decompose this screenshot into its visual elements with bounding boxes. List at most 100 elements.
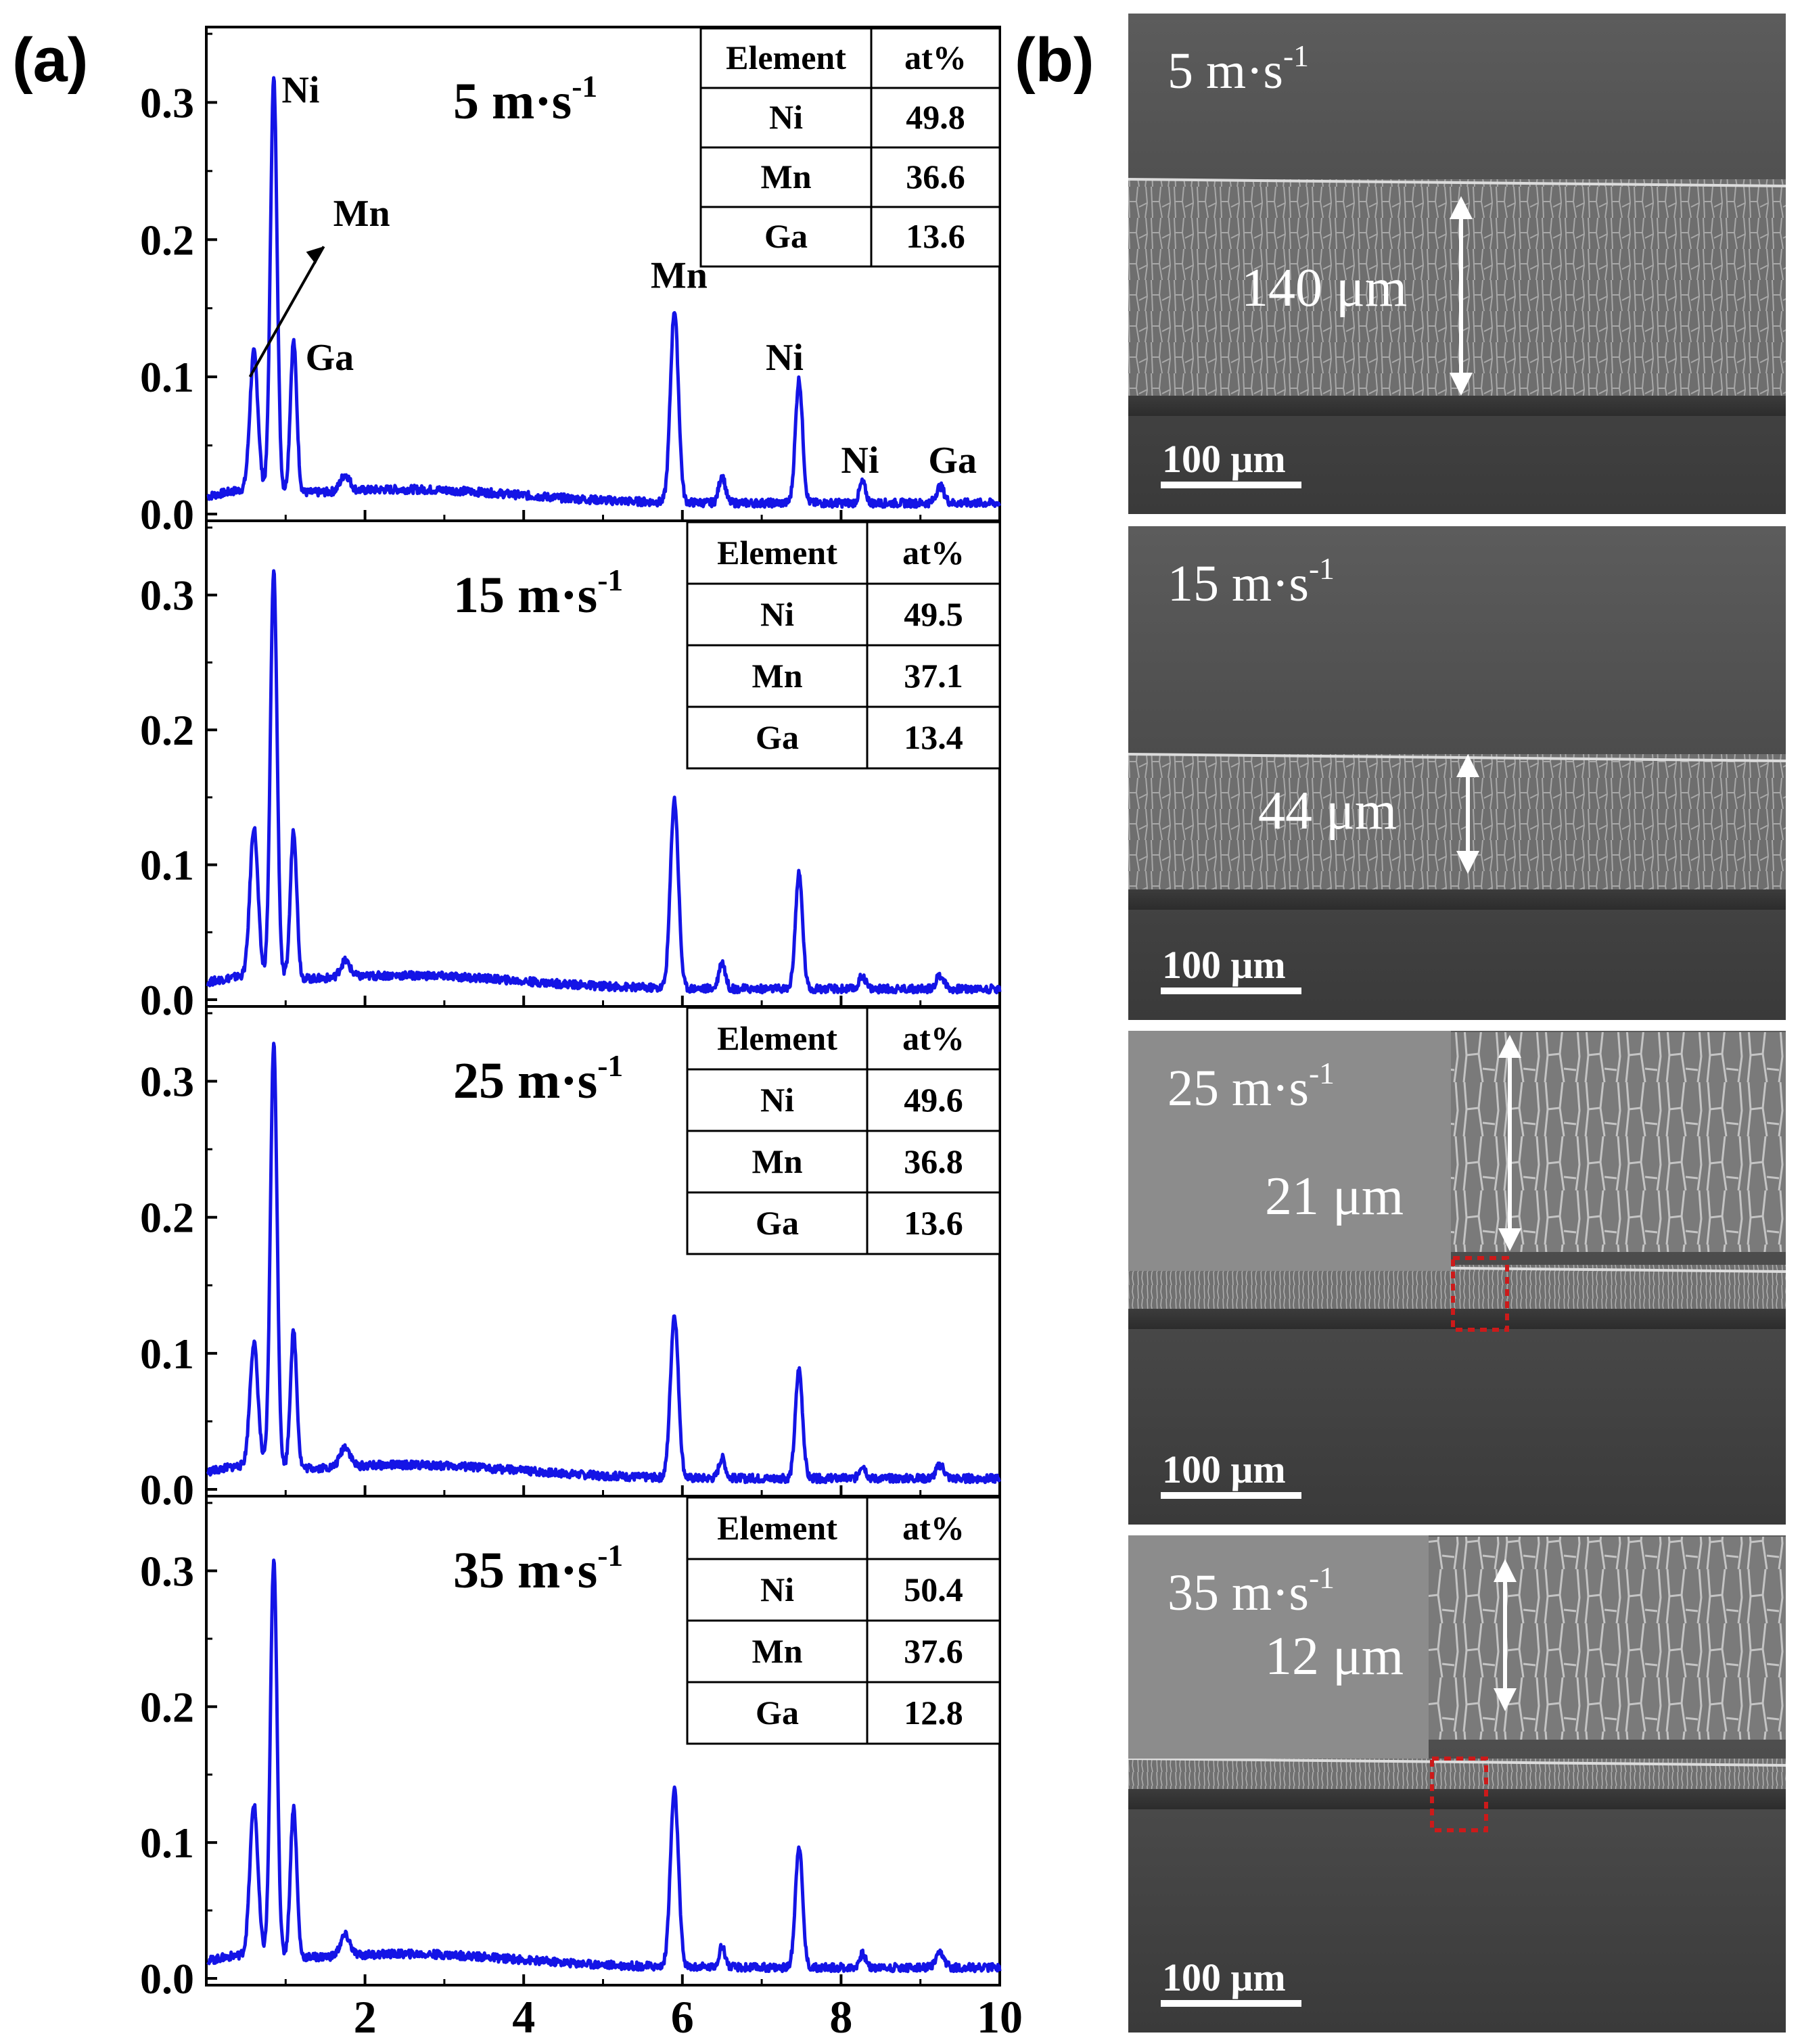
y-tick-label: 0.3 xyxy=(140,572,194,620)
table-cell: Ni xyxy=(760,1571,794,1608)
panel-b-label: (b) xyxy=(1015,26,1094,95)
scale-bar-label: 100 μm xyxy=(1162,1955,1286,1999)
thickness-arrow-head xyxy=(1450,196,1473,219)
thickness-label: 21 μm xyxy=(1265,1167,1404,1226)
y-tick-label: 0.3 xyxy=(140,1547,194,1595)
sem-speed-label: 15 m·s-1 xyxy=(1168,551,1335,612)
table-cell: Mn xyxy=(752,1632,803,1670)
table-cell: Ga xyxy=(764,217,808,255)
table-cell: 13.6 xyxy=(906,217,965,255)
peak-label: Ni xyxy=(766,337,804,379)
composition-table: Element at% Ni 50.4 Mn 37.6 Ga 12.8 xyxy=(686,1496,1001,1745)
spectrum-line xyxy=(206,569,1002,995)
table-cell: Mn xyxy=(752,657,803,695)
table-cell: 49.5 xyxy=(904,595,963,633)
ribbon-top-edge xyxy=(1128,178,1786,187)
x-tick-label: 8 xyxy=(829,1991,852,2043)
panel-a-label: (a) xyxy=(12,26,88,95)
ribbon-shadow xyxy=(1128,889,1786,910)
inset-location-box xyxy=(1430,1757,1488,1832)
table-cell: 13.4 xyxy=(904,718,963,756)
table-cell: Ga xyxy=(756,718,799,756)
y-tick-label: 0.0 xyxy=(140,976,194,1024)
y-tick-label: 0.3 xyxy=(140,78,194,126)
sem-speed-label: 35 m·s-1 xyxy=(1168,1560,1335,1621)
y-tick-label: 0.1 xyxy=(140,353,194,401)
ribbon-cross-section xyxy=(1128,754,1786,889)
magnified-inset xyxy=(1429,1537,1786,1740)
ribbon-shadow xyxy=(1128,1789,1786,1809)
sem-image-panel: 25 m·s-1 21 μm 100 μm xyxy=(1128,1031,1786,1525)
table-header-cell: Element xyxy=(726,39,846,76)
peak-label: Ga xyxy=(928,440,977,482)
spectrum-line xyxy=(206,76,1002,509)
thickness-arrow-head xyxy=(1494,1559,1517,1582)
table-header-cell: Element xyxy=(717,1509,837,1547)
thickness-label: 12 μm xyxy=(1265,1627,1404,1686)
table-cell: 50.4 xyxy=(904,1571,963,1608)
y-tick-label: 0.2 xyxy=(140,1683,194,1731)
peak-label: Ni xyxy=(841,440,879,482)
thickness-arrow-head xyxy=(1450,373,1473,396)
x-tick-label: 2 xyxy=(354,1991,377,2043)
scale-bar-label: 100 μm xyxy=(1162,1447,1286,1491)
magnified-inset xyxy=(1451,1032,1786,1252)
composition-table: Element at% Ni 49.8 Mn 36.6 Ga 13.6 xyxy=(699,27,1001,268)
y-tick-label: 0.1 xyxy=(140,841,194,889)
sem-speed-label: 25 m·s-1 xyxy=(1168,1056,1335,1117)
scale-bar xyxy=(1161,2000,1301,2007)
table-cell: Mn xyxy=(752,1142,803,1180)
inset-backdrop xyxy=(1128,1535,1429,1759)
table-header-cell: at% xyxy=(902,1509,965,1547)
y-tick-label: 0.1 xyxy=(140,1330,194,1378)
thickness-arrow-head xyxy=(1498,1228,1521,1251)
mn-arrow xyxy=(248,246,325,378)
y-tick-label: 0.2 xyxy=(140,706,194,754)
spectrum-panel: 0.0 0.1 0.2 0.3 15 m·s-1 Element at% Ni 49.5 Mn 37… xyxy=(140,519,1002,1024)
mn-arrow-head xyxy=(306,246,324,264)
y-tick-label: 0.0 xyxy=(140,1466,194,1514)
y-tick-label: 0.2 xyxy=(140,1194,194,1242)
x-tick-label: 6 xyxy=(671,1991,694,2043)
scale-bar xyxy=(1161,482,1301,488)
spectrum-panel: 0.0 0.1 0.2 0.3 25 m·s-1 Element at% Ni 49.6 Mn 36… xyxy=(140,1005,1002,1514)
speed-label: 15 m·s-1 xyxy=(453,563,623,624)
scale-bar xyxy=(1161,1492,1301,1499)
composition-table: Element at% Ni 49.5 Mn 37.1 Ga 13.4 xyxy=(686,521,1001,770)
sem-image-panel: 35 m·s-1 12 μm 100 μm xyxy=(1128,1535,1786,2033)
table-header-cell: at% xyxy=(902,534,965,572)
table-cell: 36.6 xyxy=(906,158,965,195)
table-cell: 13.6 xyxy=(904,1204,963,1242)
thickness-arrow-head xyxy=(1498,1035,1521,1058)
y-tick-label: 0.2 xyxy=(140,216,194,264)
table-cell: 49.8 xyxy=(906,98,965,136)
table-cell: Ga xyxy=(756,1204,799,1242)
peak-label: Mn xyxy=(651,254,708,296)
inset-location-box xyxy=(1451,1256,1509,1332)
x-tick-label: 4 xyxy=(512,1991,535,2043)
thickness-label: 44 μm xyxy=(1258,781,1397,841)
y-tick-label: 0.0 xyxy=(140,1955,194,2003)
peak-label: Ni xyxy=(281,69,319,111)
thickness-arrow-head xyxy=(1456,851,1479,874)
speed-label: 25 m·s-1 xyxy=(453,1048,623,1109)
y-tick-label: 0.3 xyxy=(140,1058,194,1106)
sem-speed-label: 5 m·s-1 xyxy=(1168,39,1309,99)
scale-bar-label: 100 μm xyxy=(1162,437,1286,481)
composition-table: Element at% Ni 49.6 Mn 36.8 Ga 13.6 xyxy=(686,1006,1001,1255)
ribbon-top-edge xyxy=(1128,1757,1786,1767)
table-cell: 37.6 xyxy=(904,1632,963,1670)
table-cell: 37.1 xyxy=(904,657,963,695)
table-cell: Ni xyxy=(760,1081,794,1119)
thickness-arrow-head xyxy=(1494,1688,1517,1711)
thickness-label: 140 μm xyxy=(1241,258,1407,318)
table-cell: 12.8 xyxy=(904,1694,963,1732)
scale-bar xyxy=(1161,988,1301,994)
y-tick-label: 0.0 xyxy=(140,490,194,538)
table-cell: 49.6 xyxy=(904,1081,963,1119)
table-cell: 36.8 xyxy=(904,1142,963,1180)
table-cell: Mn xyxy=(761,158,812,195)
